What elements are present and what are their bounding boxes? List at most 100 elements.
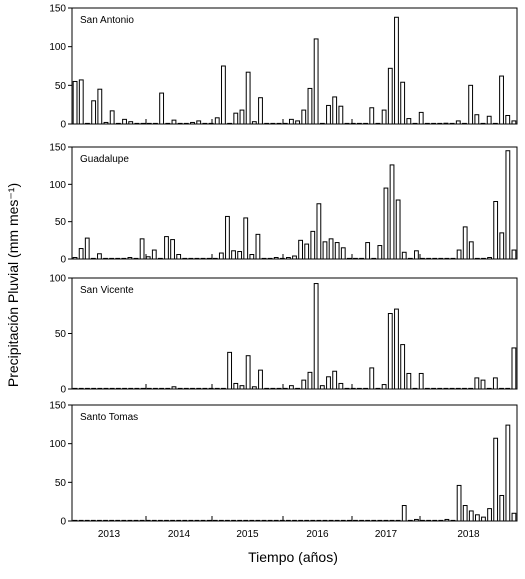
bar xyxy=(264,387,270,390)
panel-frame xyxy=(71,146,518,260)
bar xyxy=(505,424,511,522)
bar xyxy=(249,519,255,522)
bar xyxy=(292,255,297,260)
bar xyxy=(72,519,78,522)
bar xyxy=(84,237,90,260)
bar xyxy=(456,484,462,522)
bar xyxy=(190,121,195,125)
bar xyxy=(334,519,340,522)
y-tick-label: 50 xyxy=(55,478,67,489)
bar xyxy=(212,257,218,260)
x-axis-title: Tiempo (años) xyxy=(248,549,338,565)
bar xyxy=(258,97,263,125)
bar xyxy=(282,122,288,125)
bar xyxy=(231,250,236,260)
bar xyxy=(400,81,406,125)
bar xyxy=(322,519,328,522)
bar xyxy=(212,519,218,522)
station-label: Guadalupe xyxy=(80,154,129,165)
bar xyxy=(200,257,206,260)
bar xyxy=(486,115,492,125)
bar xyxy=(505,114,511,125)
bar xyxy=(133,257,139,260)
bar xyxy=(227,122,233,125)
bar xyxy=(273,257,279,260)
bar xyxy=(225,519,230,522)
bar xyxy=(307,371,313,390)
y-tick-label: 0 xyxy=(60,385,66,396)
bar xyxy=(493,437,499,522)
bar xyxy=(170,239,175,260)
station-label: Santo Tomas xyxy=(80,412,138,423)
bar xyxy=(298,519,303,522)
bar xyxy=(206,257,212,260)
bar xyxy=(249,254,255,260)
bar xyxy=(225,215,230,260)
bar xyxy=(301,379,307,390)
bar xyxy=(444,518,450,522)
bar xyxy=(322,241,328,260)
y-tick-label: 150 xyxy=(49,401,66,412)
bar xyxy=(365,242,371,260)
bar xyxy=(233,382,239,390)
bar xyxy=(340,519,346,522)
bar xyxy=(387,313,393,390)
bar xyxy=(359,257,364,260)
bar xyxy=(499,494,505,522)
bar xyxy=(279,257,285,260)
year-label: 2016 xyxy=(306,529,329,540)
bar xyxy=(264,122,270,125)
bar xyxy=(468,387,474,390)
panel-frame xyxy=(71,404,518,522)
bar xyxy=(414,518,419,522)
bar xyxy=(432,257,438,260)
bar xyxy=(350,387,356,390)
bar xyxy=(363,122,368,125)
year-axis-labels: 2013 2014 2015 2016 2017 2018 xyxy=(98,529,480,540)
bar xyxy=(91,100,97,125)
bar xyxy=(270,387,276,390)
bar xyxy=(218,519,224,522)
bar xyxy=(406,372,412,390)
bar xyxy=(310,230,316,260)
bar xyxy=(122,387,127,390)
bar xyxy=(273,519,279,522)
bar xyxy=(307,87,313,125)
bar xyxy=(171,119,177,125)
bar xyxy=(369,107,375,125)
panel-guadalupe: 0 50 100 150 Guadalupe xyxy=(49,143,518,266)
bar xyxy=(78,519,84,522)
bar xyxy=(375,122,381,125)
bar xyxy=(395,199,401,260)
bar xyxy=(316,203,322,260)
bar xyxy=(420,257,425,260)
bar xyxy=(286,519,291,522)
bar xyxy=(78,79,84,125)
bar xyxy=(313,283,319,390)
bar xyxy=(109,387,115,390)
bar xyxy=(449,122,455,125)
bar xyxy=(239,109,245,125)
bar xyxy=(182,257,188,260)
bar xyxy=(237,251,243,260)
bar xyxy=(122,118,127,125)
bar xyxy=(426,257,432,260)
bar xyxy=(474,514,480,522)
bar xyxy=(313,38,319,125)
year-label: 2015 xyxy=(236,529,259,540)
y-tick-label: 150 xyxy=(49,143,66,154)
bar xyxy=(344,387,350,390)
bar xyxy=(115,122,121,125)
year-label: 2013 xyxy=(98,529,121,540)
bar xyxy=(164,519,169,522)
bar xyxy=(332,370,338,390)
bar xyxy=(90,519,96,522)
bar xyxy=(328,238,334,260)
bar xyxy=(511,512,517,522)
bar xyxy=(432,519,438,522)
bar xyxy=(383,187,389,260)
bar xyxy=(487,257,492,260)
bar xyxy=(455,120,461,125)
bar xyxy=(200,519,206,522)
